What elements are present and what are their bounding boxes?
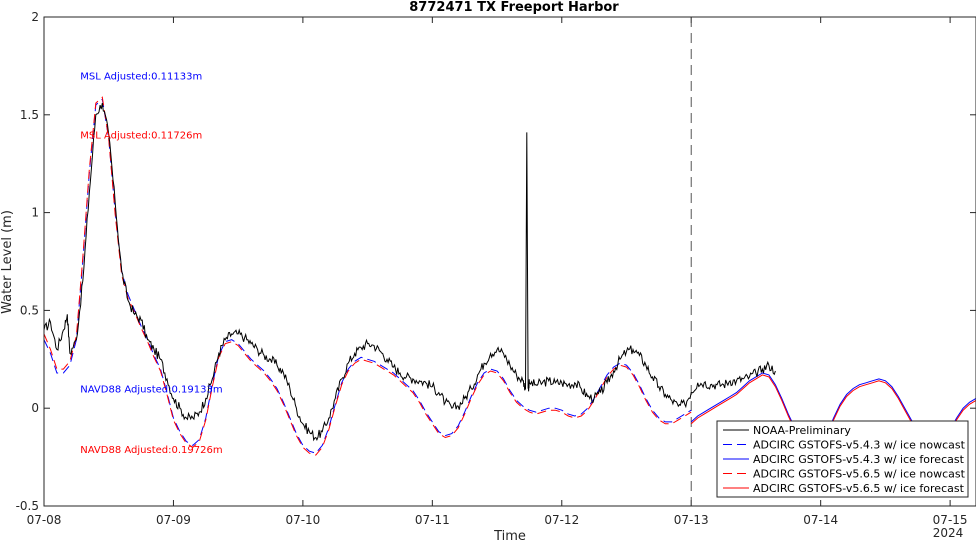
axes-frame <box>43 16 976 507</box>
x-tick-label: 07-11 <box>415 513 450 527</box>
x-tick-label: 07-09 <box>156 513 191 527</box>
x-year-label: 2024 <box>933 526 964 540</box>
annotation-label-3: NAVD88 Adjusted:0.19726m <box>80 445 222 456</box>
legend-entry-3: ADCIRC GSTOFS-v5.6.5 w/ ice nowcast <box>753 468 966 481</box>
y-tick-label: 2 <box>31 10 39 24</box>
y-tick-label: 1.5 <box>20 108 39 122</box>
chart-title: 8772471 TX Freeport Harbor <box>409 0 619 15</box>
legend: NOAA-Preliminary ADCIRC GSTOFS-v5.4.3 w/ … <box>716 420 969 498</box>
annotation-label-0: MSL Adjusted:0.11133m <box>80 72 202 83</box>
legend-entry-4: ADCIRC GSTOFS-v5.6.5 w/ ice forecast <box>753 482 965 495</box>
axes-box <box>43 16 976 507</box>
annotation-label-1: MSL Adjusted:0.11726m <box>80 130 202 141</box>
series-line-0 <box>44 103 776 442</box>
x-tick-label: 07-13 <box>674 513 709 527</box>
legend-box <box>716 420 969 498</box>
datum-annotations: MSL Adjusted:0.11133m MSL Adjusted:0.1172… <box>80 72 222 457</box>
legend-entry-2: ADCIRC GSTOFS-v5.4.3 w/ ice forecast <box>753 453 965 466</box>
y-tick-label: 0.5 <box>20 303 39 317</box>
y-tick-label: 1 <box>31 206 39 220</box>
legend-entry-1: ADCIRC GSTOFS-v5.4.3 w/ ice nowcast <box>753 439 966 452</box>
legend-entry-0: NOAA-Preliminary <box>753 424 851 437</box>
axis-ticks: 07-08 07-09 07-10 07-11 07-12 07-13 07-14 07-15… <box>16 10 976 527</box>
y-tick-label: 0 <box>31 401 39 415</box>
series-lines <box>44 17 976 506</box>
y-tick-label: -0.5 <box>16 499 39 513</box>
series-line-1 <box>44 98 692 454</box>
annotation-label-2: NAVD88 Adjusted:0.19133m <box>80 385 222 396</box>
x-tick-label: 07-08 <box>27 513 62 527</box>
x-tick-label: 07-10 <box>285 513 320 527</box>
x-tick-label: 07-15 <box>933 513 968 527</box>
x-tick-label: 07-12 <box>544 513 579 527</box>
series-line-3 <box>44 96 692 456</box>
x-axis-label: Time <box>493 529 526 541</box>
x-tick-label: 07-14 <box>803 513 838 527</box>
y-axis-label: Water Level (m) <box>0 210 15 314</box>
